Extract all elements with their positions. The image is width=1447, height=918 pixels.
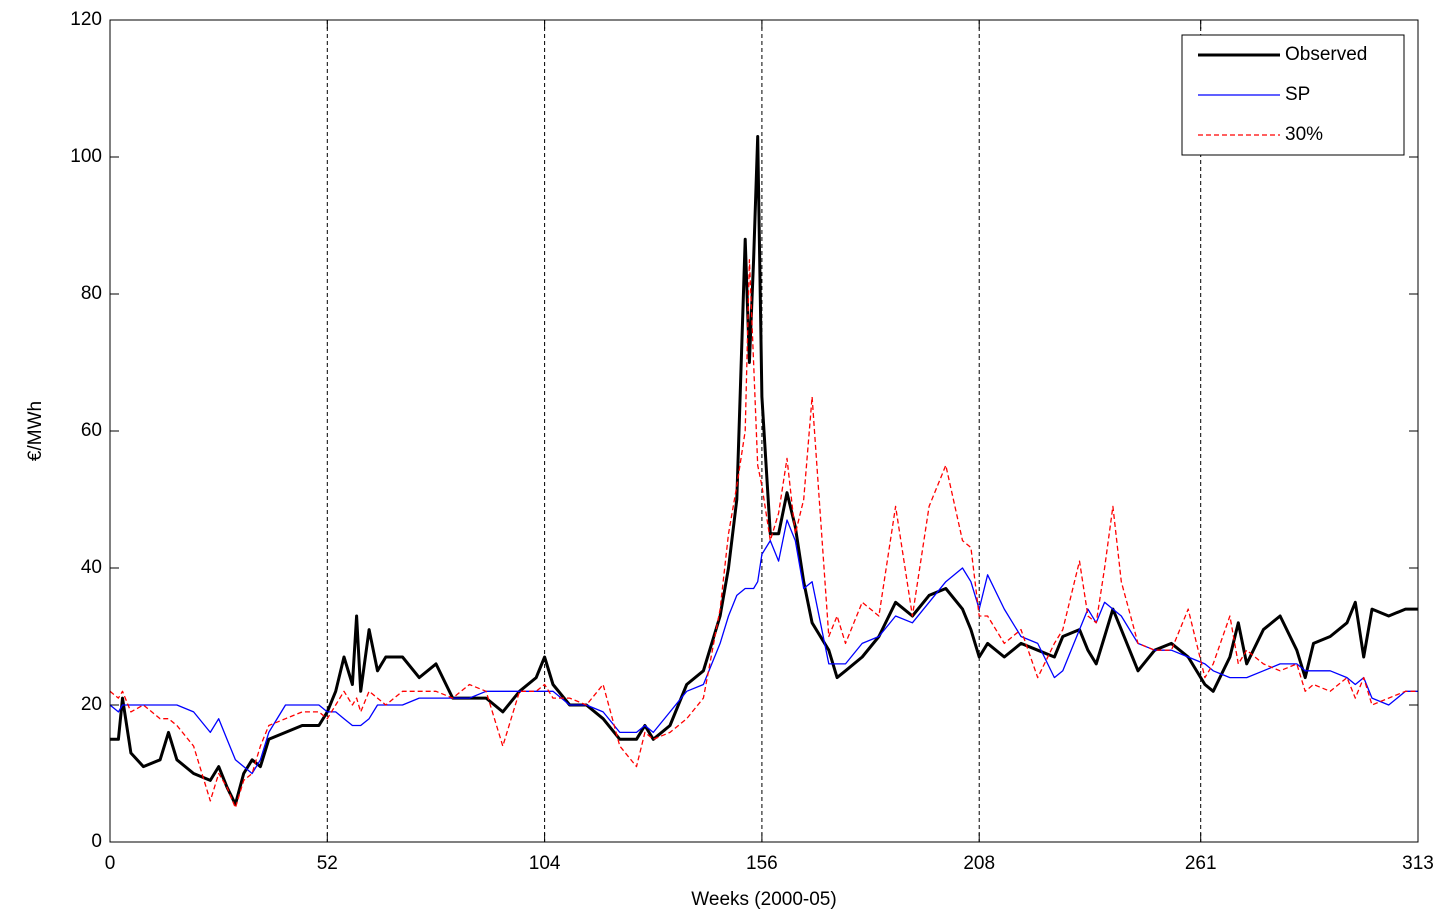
series-line — [109, 259, 1418, 809]
x-tick-label: 0 — [105, 853, 116, 874]
y-tick-label: 100 — [70, 146, 102, 167]
x-tick-label: 52 — [317, 853, 338, 874]
legend-label: SP — [1285, 84, 1310, 105]
y-tick-label: 120 — [70, 9, 102, 30]
x-tick-label: 156 — [746, 853, 778, 874]
y-tick-label: 80 — [81, 283, 102, 304]
x-tick-label: 261 — [1185, 853, 1217, 874]
plot-frame — [109, 19, 1419, 843]
y-tick-label: 0 — [91, 831, 102, 852]
x-tick-label: 104 — [529, 853, 561, 874]
legend-label: Observed — [1285, 44, 1367, 65]
legend-label: 30% — [1285, 124, 1323, 145]
x-tick-label: 208 — [963, 853, 995, 874]
y-tick-label: 60 — [81, 420, 102, 441]
series-line — [109, 519, 1418, 775]
x-axis-label: Weeks (2000-05) — [691, 889, 836, 910]
y-tick-label: 20 — [81, 694, 102, 715]
y-tick-label: 40 — [81, 557, 102, 578]
series-line — [110, 135, 1418, 806]
y-axis-label: €/MWh — [25, 401, 46, 461]
x-tick-label: 313 — [1402, 853, 1434, 874]
